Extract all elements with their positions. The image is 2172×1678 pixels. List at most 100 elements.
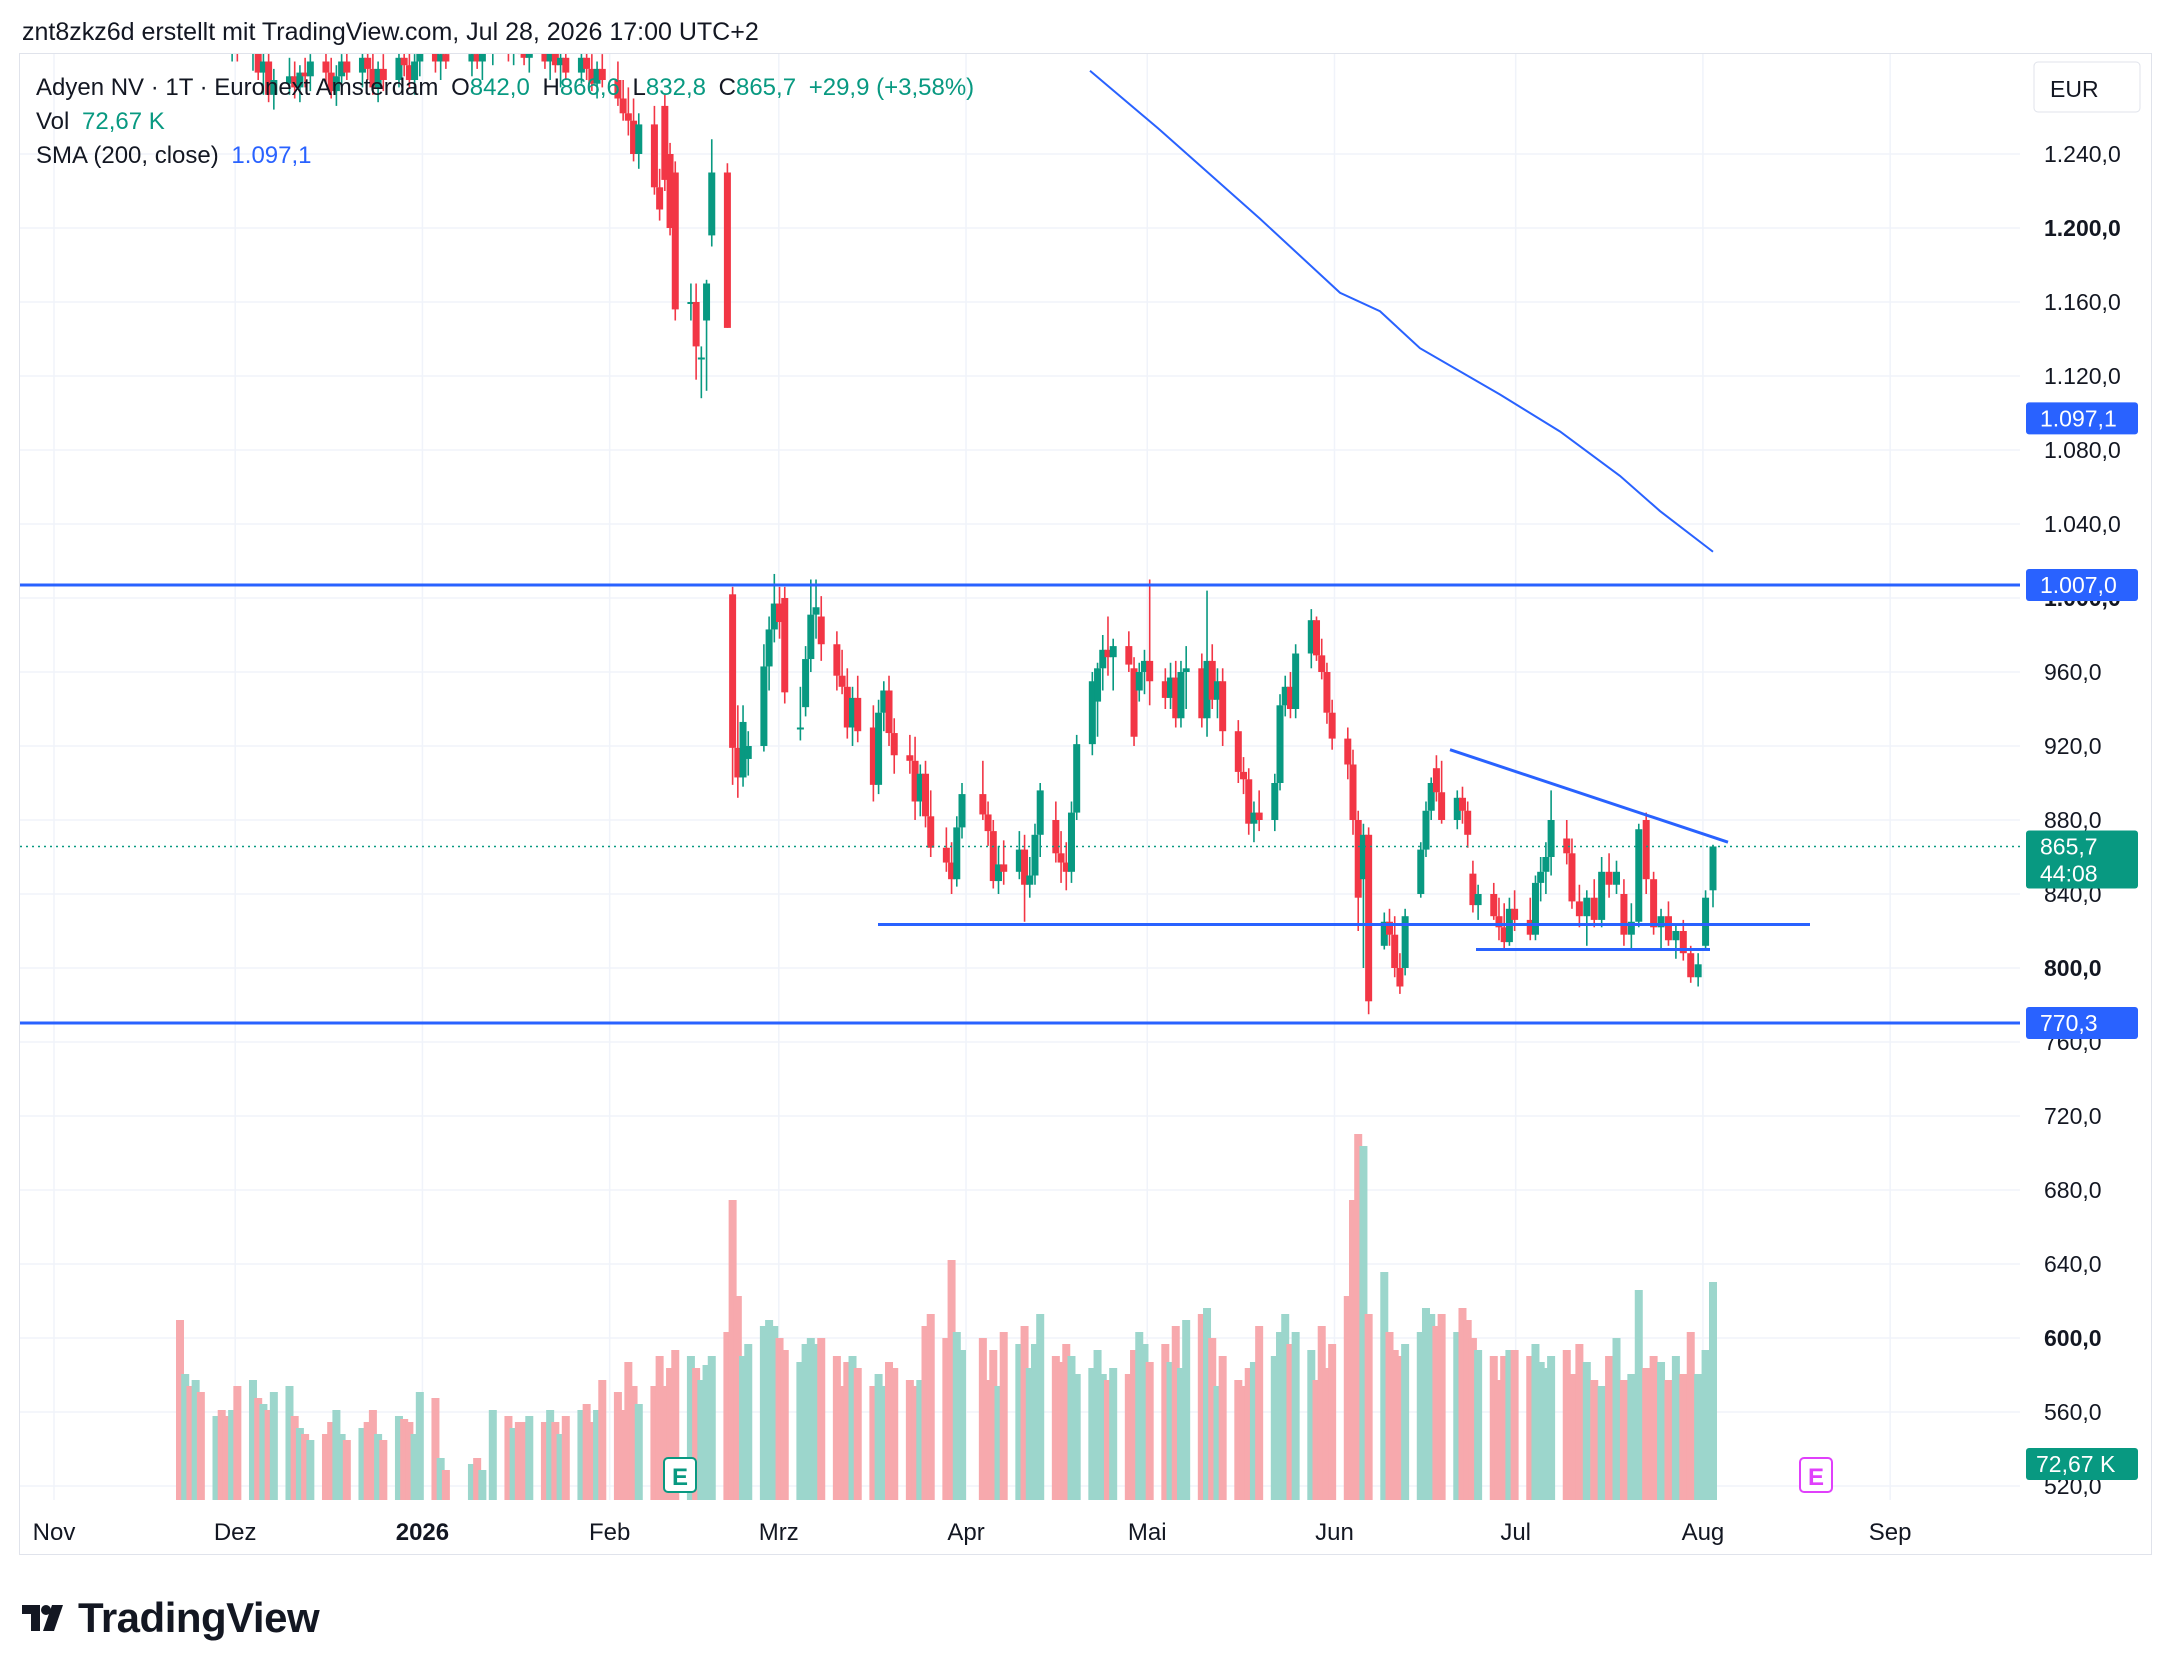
candle-body bbox=[400, 57, 408, 66]
volume-bar bbox=[1286, 1344, 1295, 1500]
candle-body bbox=[1432, 768, 1440, 793]
volume-bar bbox=[812, 1344, 821, 1500]
volume-bar bbox=[1349, 1200, 1358, 1500]
candle-body bbox=[1474, 894, 1482, 906]
volume-bar bbox=[613, 1392, 622, 1500]
volume-bar bbox=[984, 1380, 993, 1500]
volume-bar bbox=[1510, 1350, 1519, 1500]
legend-low-value: 832,8 bbox=[645, 74, 706, 101]
candle-body bbox=[1563, 838, 1571, 854]
volume-bar bbox=[1322, 1368, 1331, 1500]
legend-open-label: O bbox=[451, 74, 470, 101]
volume-bar bbox=[1109, 1368, 1118, 1500]
volume-bar bbox=[295, 1428, 304, 1500]
candle-body bbox=[291, 76, 299, 88]
candle-body bbox=[1198, 668, 1206, 719]
candle-body bbox=[781, 598, 789, 693]
price-badge-bg bbox=[2026, 402, 2138, 435]
candle-body bbox=[687, 302, 695, 304]
volume-bar bbox=[1072, 1374, 1081, 1500]
legend-volume-label: Vol bbox=[36, 108, 70, 135]
candle-body bbox=[1359, 834, 1367, 880]
volume-bar bbox=[1276, 1332, 1285, 1500]
legend-change: +29,9 (+3,58%) bbox=[808, 74, 975, 101]
volume-bar bbox=[1463, 1320, 1472, 1500]
earnings-marker-upcoming: E bbox=[1799, 1457, 1833, 1493]
volume-bar bbox=[686, 1356, 695, 1500]
volume-bar bbox=[306, 1440, 315, 1500]
time-tick-label: Jul bbox=[1500, 1519, 1531, 1546]
volume-bar bbox=[1437, 1314, 1446, 1500]
candle-body bbox=[1021, 849, 1029, 885]
volume-bar bbox=[770, 1326, 779, 1500]
volume-bar bbox=[1057, 1362, 1066, 1500]
candle-body bbox=[327, 72, 335, 92]
volume-bar bbox=[410, 1434, 419, 1500]
candle-body bbox=[1575, 901, 1583, 917]
candle-body bbox=[369, 68, 377, 88]
price-badge-value: 865,7 bbox=[2040, 833, 2098, 859]
volume-bar bbox=[1505, 1350, 1514, 1500]
candle-body bbox=[223, 10, 230, 43]
volume-bar bbox=[1281, 1314, 1290, 1500]
volume-bar bbox=[228, 1410, 237, 1500]
candle-body bbox=[703, 283, 711, 321]
candle-body bbox=[1088, 681, 1096, 745]
volume-bar bbox=[290, 1416, 299, 1500]
time-axis: Nov Dez 2026 Feb Mrz Apr Mai Jun Jul Aug Sep bbox=[33, 1519, 1912, 1546]
candle-body bbox=[473, 54, 481, 62]
volume-bar bbox=[1453, 1332, 1462, 1500]
time-tick-label: 2026 bbox=[396, 1519, 449, 1546]
volume-bar bbox=[843, 1362, 852, 1500]
candle-body bbox=[364, 57, 372, 69]
volume-bar bbox=[337, 1434, 346, 1500]
volume-bar bbox=[1619, 1380, 1628, 1500]
candle-body bbox=[796, 727, 804, 730]
candle-body bbox=[1313, 620, 1321, 656]
volume-bar bbox=[1249, 1362, 1258, 1500]
candle-body bbox=[760, 666, 768, 746]
candle-body bbox=[1203, 660, 1211, 719]
legend-symbol: Adyen NV · 1T · Euronext Amsterdam bbox=[36, 74, 439, 101]
candle-body bbox=[1031, 834, 1039, 876]
candle-body bbox=[1417, 849, 1425, 894]
volume-bar bbox=[1203, 1308, 1212, 1500]
volume-bar bbox=[1291, 1332, 1300, 1500]
candle-body bbox=[953, 827, 961, 880]
volume-bar bbox=[1634, 1290, 1643, 1500]
volume-bar bbox=[441, 1470, 450, 1500]
legend-open-value: 842,0 bbox=[469, 74, 530, 101]
candle-body bbox=[1380, 921, 1388, 946]
volume-bar bbox=[702, 1365, 711, 1500]
time-tick-label: Feb bbox=[589, 1519, 630, 1546]
candle-body bbox=[520, 54, 528, 58]
candle-body bbox=[525, 54, 533, 58]
candle-body bbox=[343, 61, 351, 73]
chart-frame[interactable] bbox=[19, 53, 2152, 1555]
volume-bar bbox=[1135, 1332, 1144, 1500]
candle-body bbox=[332, 76, 340, 92]
candle-body bbox=[1328, 712, 1336, 739]
candle-body bbox=[1000, 864, 1008, 872]
candle-body bbox=[338, 61, 346, 77]
candle-body bbox=[1250, 812, 1258, 824]
candle-body bbox=[619, 98, 627, 114]
price-tick-label: 960,0 bbox=[2044, 659, 2102, 685]
candle-body bbox=[661, 105, 669, 180]
tradingview-logo[interactable]: TradingView bbox=[22, 1594, 320, 1642]
candle-body bbox=[1104, 649, 1112, 658]
volume-bar bbox=[624, 1362, 633, 1500]
volume-bar bbox=[1213, 1386, 1222, 1500]
legend-low-label: L bbox=[632, 74, 646, 101]
price-tick-label: 1.160,0 bbox=[2044, 289, 2121, 315]
volume-bar bbox=[1020, 1326, 1029, 1500]
earnings-marker: E bbox=[663, 1457, 697, 1493]
volume-bar bbox=[1671, 1356, 1680, 1500]
volume-bar bbox=[358, 1428, 367, 1500]
earnings-marker-box bbox=[663, 1457, 697, 1493]
price-axis: 520,0560,0600,0640,0680,0720,0760,0800,0… bbox=[2033, 61, 2141, 1499]
price-badge-hline: 770,3 bbox=[2026, 1006, 2138, 1039]
candle-body bbox=[510, 32, 517, 51]
candle-body bbox=[984, 814, 992, 832]
